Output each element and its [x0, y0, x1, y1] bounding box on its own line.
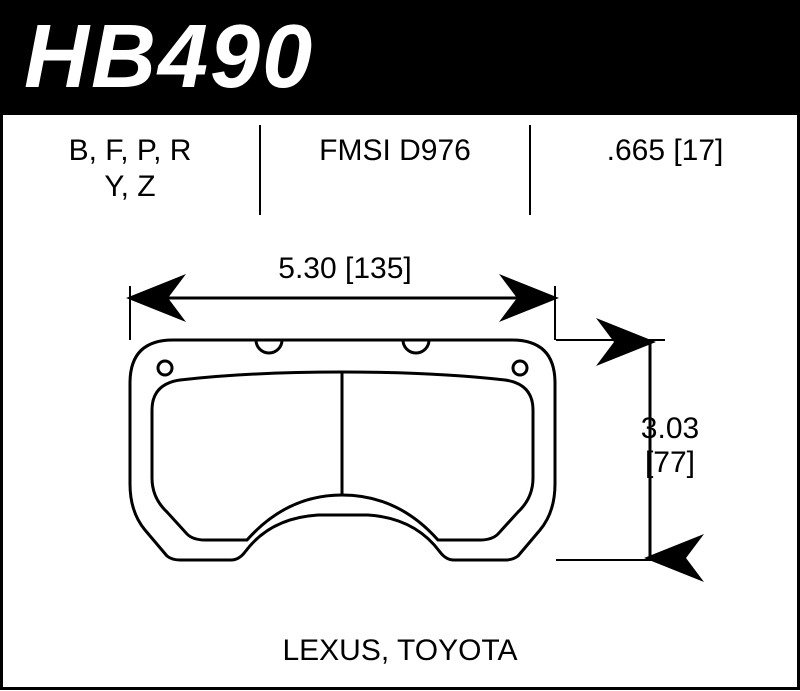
thickness-label: .665 [17] — [530, 115, 800, 169]
info-row: B, F, P, R Y, Z FMSI D976 .665 [17] — [0, 115, 800, 225]
height-dimension-line2: [77] — [610, 446, 730, 481]
vehicle-makes-label: LEXUS, TOYOTA — [0, 634, 800, 668]
height-dimension-line1: 3.03 — [610, 412, 730, 447]
info-cell-fmsi: FMSI D976 — [260, 115, 530, 225]
brake-pad-outline — [130, 340, 555, 560]
border-bottom — [0, 687, 800, 690]
part-number-title: HB490 — [24, 6, 314, 109]
title-bar: HB490 — [0, 0, 800, 115]
mounting-holes — [158, 340, 527, 375]
width-dimension-label: 5.30 [135] — [235, 252, 455, 287]
info-cell-thickness: .665 [17] — [530, 115, 800, 225]
divider-2 — [529, 125, 531, 215]
compounds-line1: B, F, P, R — [0, 115, 260, 169]
page: HB490 B, F, P, R Y, Z FMSI D976 .665 [17… — [0, 0, 800, 691]
fmsi-label: FMSI D976 — [260, 115, 530, 169]
divider-1 — [259, 125, 261, 215]
compounds-line2: Y, Z — [0, 169, 260, 205]
info-cell-compounds: B, F, P, R Y, Z — [0, 115, 260, 225]
